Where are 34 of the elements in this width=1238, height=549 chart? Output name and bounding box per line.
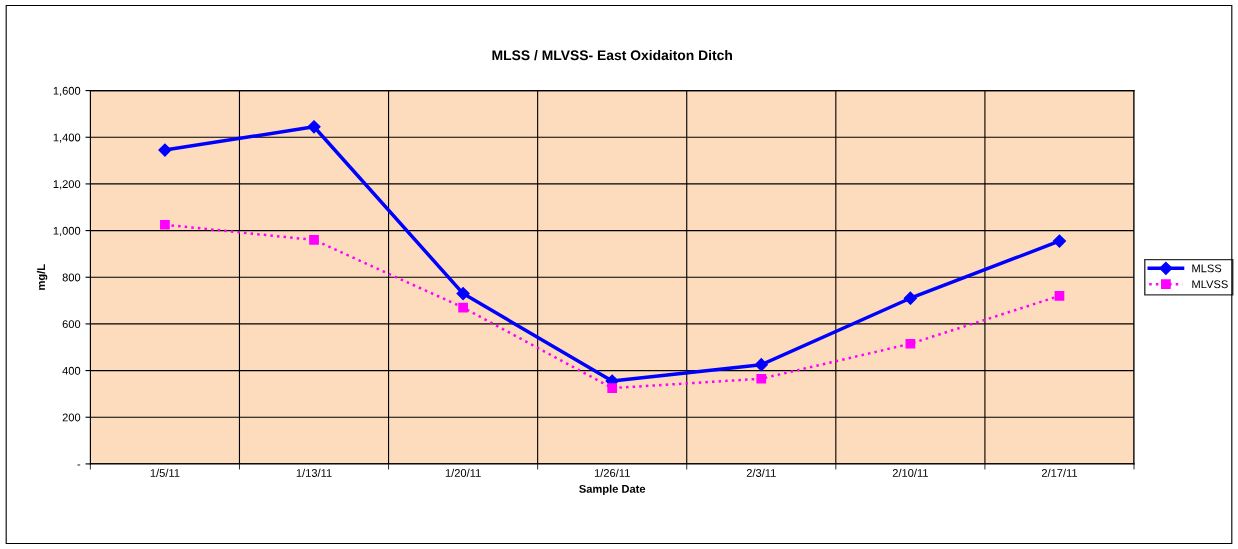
x-tick-label: 1/5/11	[150, 468, 180, 477]
y-tick-label: 400	[62, 366, 81, 375]
x-tick-label: 1/26/11	[594, 468, 630, 477]
point	[1052, 234, 1067, 248]
point	[607, 383, 618, 393]
y-tick-label: 1,000	[53, 226, 81, 237]
y-tick-label: 800	[62, 273, 81, 282]
point	[309, 235, 319, 245]
x-tick-label: 2/3/11	[746, 468, 776, 477]
point	[307, 120, 321, 134]
point	[905, 338, 916, 349]
point	[160, 219, 170, 230]
chart-title: MLSS / MLVSS- East Oxidaiton Ditch	[492, 49, 732, 61]
y-tick-label: 1,400	[53, 133, 81, 143]
point	[158, 143, 172, 157]
x-tick-label: 2/17/11	[1041, 468, 1078, 477]
y-tick-label: -	[77, 464, 81, 466]
point	[754, 358, 768, 372]
x-tick-label: 2/10/11	[892, 468, 928, 477]
x-tick-label: 1/20/11	[445, 468, 481, 477]
y-tick-label: 1,600	[53, 86, 81, 97]
y-axis-title: mg/L	[36, 264, 48, 290]
x-tick-label: 1/13/11	[296, 468, 332, 477]
y-tick-label: 600	[62, 320, 81, 329]
point	[903, 291, 917, 305]
point	[1054, 291, 1065, 301]
legend-label: MLVSS	[1192, 280, 1228, 289]
point	[756, 373, 767, 384]
y-tick-label: 1,200	[53, 180, 81, 190]
legend-label: MLSS	[1192, 264, 1222, 273]
y-tick-label: 200	[62, 413, 81, 422]
point	[456, 286, 470, 301]
point	[458, 302, 468, 313]
x-axis-title: Sample Date	[579, 484, 646, 496]
